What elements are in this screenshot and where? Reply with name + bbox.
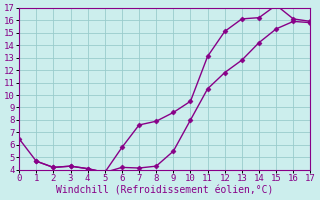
X-axis label: Windchill (Refroidissement éolien,°C): Windchill (Refroidissement éolien,°C) <box>56 186 274 196</box>
